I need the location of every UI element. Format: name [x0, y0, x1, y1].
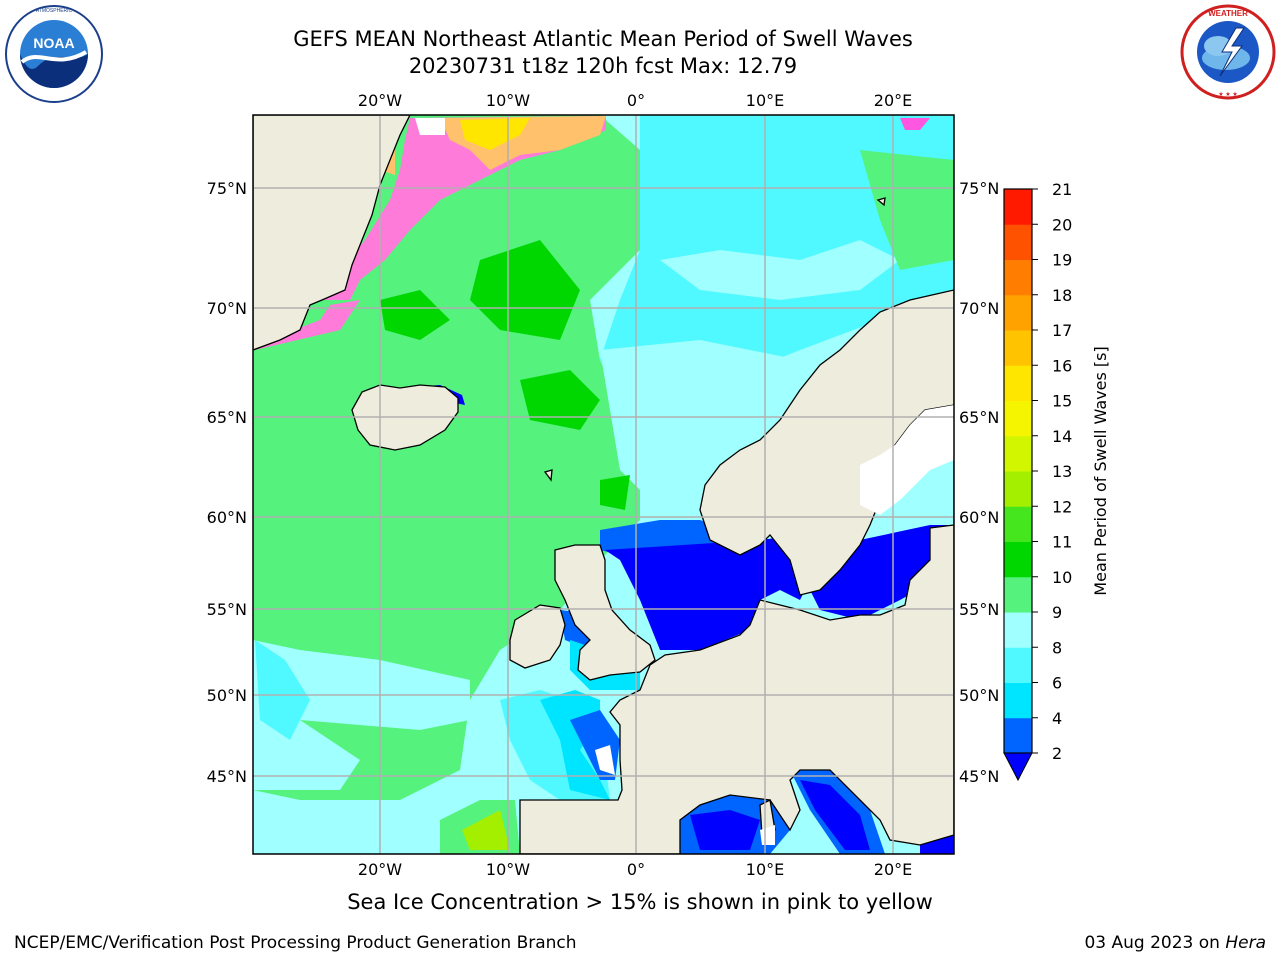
colorbar-tick-label: 9: [1052, 603, 1062, 622]
ireland: [509, 604, 566, 669]
colorbar-segment: [1004, 717, 1032, 754]
colorbar-tick-label: 19: [1052, 251, 1072, 270]
date-text: 03 Aug 2023 on Hera: [1084, 933, 1266, 953]
colorbar-segment: [1004, 506, 1032, 542]
lat-label: 65°N: [959, 408, 999, 427]
lon-labels-bottom: 20°W 10°W 0° 10°E 20°E: [358, 860, 912, 879]
colorbar-segment: [1004, 189, 1032, 225]
sea-ice-caption: Sea Ice Concentration > 15% is shown in …: [347, 890, 933, 914]
lat-label: 75°N: [207, 179, 247, 198]
lat-label: 60°N: [959, 508, 999, 527]
map-area: [253, 115, 954, 854]
gridlines: [253, 115, 954, 854]
colorbar-tick-label: 8: [1052, 638, 1062, 657]
lat-labels-right: 75°N 70°N 65°N 60°N 55°N 50°N 45°N: [959, 179, 999, 786]
lat-label: 45°N: [959, 767, 999, 786]
chart-subtitle: 20230731 t18z 120h fcst Max: 12.79: [408, 54, 798, 78]
lon-label: 20°W: [358, 91, 402, 110]
colorbar-segment: [1004, 400, 1032, 437]
colorbar-segment: [1004, 330, 1032, 366]
colorbar-tick-label: 6: [1052, 674, 1062, 693]
lon-label: 0°: [627, 91, 645, 110]
colorbar-segment: [1004, 682, 1032, 719]
credit-text: NCEP/EMC/Verification Post Processing Pr…: [14, 933, 577, 953]
lon-label: 0°: [627, 860, 645, 879]
lon-label: 20°E: [874, 91, 912, 110]
colorbar-tick-label: 11: [1052, 533, 1072, 552]
colorbar-segment: [1004, 259, 1032, 296]
lat-label: 60°N: [207, 508, 247, 527]
host-name: Hera: [1225, 933, 1266, 953]
lat-label: 50°N: [959, 686, 999, 705]
faroe: [543, 469, 553, 482]
colorbar-segment: [1004, 471, 1032, 507]
lon-labels-top: 20°W 10°W 0° 10°E 20°E: [358, 91, 912, 110]
lat-label: 70°N: [207, 299, 247, 318]
colorbar-segment: [1004, 435, 1032, 472]
date-value: 03 Aug 2023 on: [1084, 933, 1226, 953]
colorbar-segment: [1004, 365, 1032, 401]
lat-label: 70°N: [959, 299, 999, 318]
map-frame: [252, 114, 955, 855]
colorbar-segment: [1004, 647, 1032, 683]
no-data-areas: [415, 118, 954, 845]
lon-label: 10°W: [486, 860, 530, 879]
colorbar-tick-label: 2: [1052, 744, 1062, 763]
colorbar-segment: [1004, 576, 1032, 613]
colorbar-tick-label: 16: [1052, 356, 1072, 375]
lat-label: 55°N: [959, 600, 999, 619]
colorbar-tick-label: 15: [1052, 392, 1072, 411]
lat-label: 65°N: [207, 408, 247, 427]
colorbar-tick-label: 12: [1052, 497, 1072, 516]
lat-label: 50°N: [207, 686, 247, 705]
colorbar-segment: [1004, 224, 1032, 260]
colorbar-under-arrow: [1003, 752, 1033, 782]
svg-text:ATMOSPHERIC: ATMOSPHERIC: [36, 8, 73, 14]
greenland: [253, 115, 411, 351]
nws-logo: WEATHER ★ ★ ★: [1180, 4, 1276, 100]
lon-label: 20°E: [874, 860, 912, 879]
lon-label: 20°W: [358, 860, 402, 879]
colorbar-tick-label: 4: [1052, 709, 1062, 728]
colorbar: 2 4 6 8 9 10 11 12 13 14 15 16 17 18 19 20 21 Mean Perio…: [1003, 180, 1110, 782]
lat-label: 45°N: [207, 767, 247, 786]
colorbar-segment: [1004, 294, 1032, 331]
colorbar-tick-label: 10: [1052, 568, 1072, 587]
colorbar-tick-label: 18: [1052, 286, 1072, 305]
colorbar-segment: [1004, 612, 1032, 648]
lat-labels-left: 75°N 70°N 65°N 60°N 55°N 50°N 45°N: [207, 179, 247, 786]
lon-label: 10°W: [486, 91, 530, 110]
colorbar-tick-label: 14: [1052, 427, 1072, 446]
noaa-logo: NOAA ATMOSPHERIC: [5, 5, 103, 103]
land: [253, 115, 954, 854]
lon-label: 10°E: [746, 91, 784, 110]
chart-title: GEFS MEAN Northeast Atlantic Mean Period…: [293, 27, 913, 51]
colorbar-tick-label: 20: [1052, 215, 1072, 234]
colorbar-tick-label: 17: [1052, 321, 1072, 340]
colorbar-segment: [1004, 541, 1032, 578]
colorbar-label: Mean Period of Swell Waves [s]: [1091, 346, 1110, 595]
svg-text:★ ★ ★: ★ ★ ★: [1218, 91, 1237, 98]
great-britain: [554, 544, 656, 681]
scandinavia-europe: [519, 289, 954, 854]
colorbar-tick-label: 21: [1052, 180, 1072, 199]
colorbar-tick-label: 13: [1052, 462, 1072, 481]
lat-label: 75°N: [959, 179, 999, 198]
lon-label: 10°E: [746, 860, 784, 879]
svalbard: [876, 197, 886, 207]
svg-text:WEATHER: WEATHER: [1208, 9, 1248, 18]
svg-text:NOAA: NOAA: [33, 35, 74, 51]
lat-label: 55°N: [207, 600, 247, 619]
